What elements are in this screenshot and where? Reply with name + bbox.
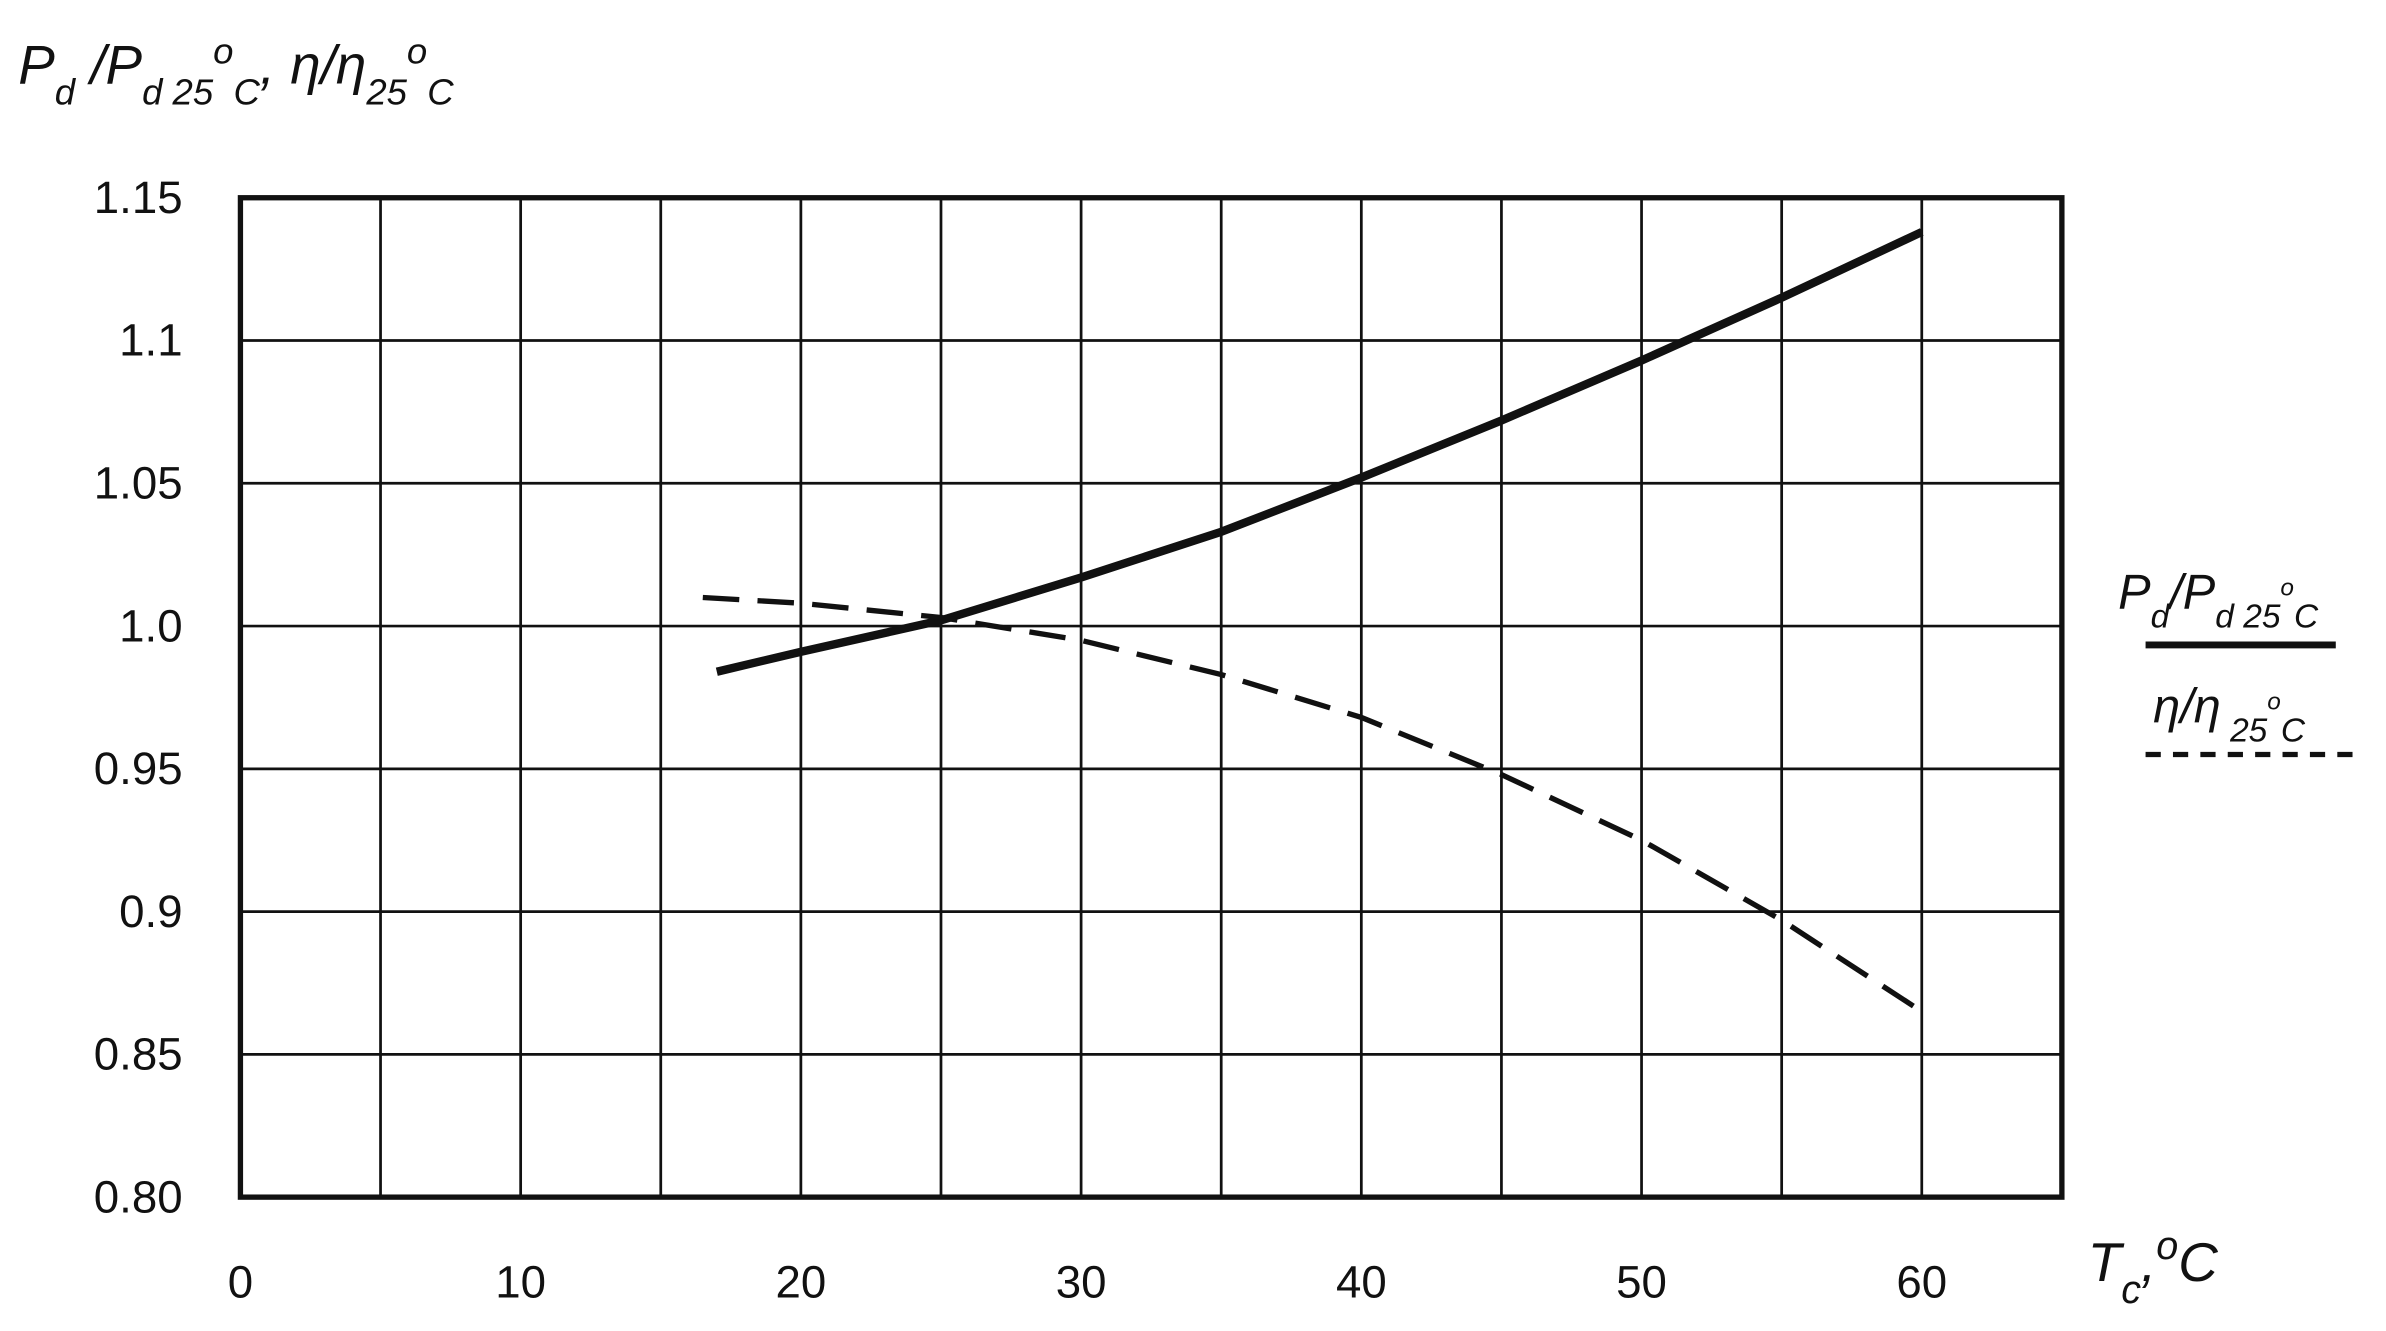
label-part: C [427, 71, 454, 112]
label-part: C [233, 71, 260, 112]
label-part: 25 [365, 71, 407, 112]
label-part: C [2281, 712, 2306, 749]
label-part: d 25 [2215, 598, 2281, 635]
label-part: P [18, 34, 55, 96]
label-part: d [2151, 598, 2171, 635]
label-part: o [213, 30, 233, 71]
label-part: d [55, 71, 77, 112]
label-part: d 25 [142, 71, 214, 112]
label-part: /η [2177, 680, 2221, 734]
y-tick-label: 0.80 [94, 1171, 183, 1222]
series-line [715, 228, 1924, 676]
legend-label: η/η 25oC [2153, 680, 2306, 749]
y-tick-label: 1.05 [94, 458, 183, 509]
label-part: o [2280, 574, 2294, 601]
label-part: /P [75, 34, 142, 96]
label-part: η [2153, 680, 2180, 734]
x-tick-label: 30 [1056, 1257, 1107, 1308]
x-tick-label: 0 [228, 1257, 253, 1308]
y-tick-label: 0.85 [94, 1029, 183, 1080]
y-tick-label: 0.95 [94, 743, 183, 794]
y-tick-label: 1.0 [119, 600, 182, 651]
label-part: , η/η [260, 34, 366, 96]
label-part: , [2141, 1231, 2156, 1293]
y-tick-label: 1.15 [94, 172, 183, 223]
x-tick-label: 20 [775, 1257, 826, 1308]
y-tick-label: 1.1 [119, 315, 182, 366]
label-part: 25 [2221, 712, 2268, 749]
label-part: o [2267, 688, 2281, 715]
plot-frame [237, 195, 2065, 1200]
label-part: c [2121, 1268, 2141, 1312]
x-tick-label: 40 [1336, 1257, 1387, 1308]
y-tick-label: 0.9 [119, 886, 182, 937]
x-axis-label: Tc,oC [2088, 1224, 2218, 1312]
label-part: C [2294, 598, 2319, 635]
x-tick-label: 10 [495, 1257, 546, 1308]
label-part: C [2178, 1231, 2218, 1293]
legend-label: Pd/Pd 25oC [2118, 565, 2319, 634]
series-line [702, 594, 1924, 1014]
label-part: o [2156, 1224, 2178, 1268]
label-part: /P [2166, 565, 2216, 619]
label-part: T [2088, 1231, 2125, 1293]
x-tick-label: 50 [1616, 1257, 1667, 1308]
label-part: P [2118, 565, 2151, 619]
label-part: o [407, 30, 427, 71]
x-tick-label: 60 [1896, 1257, 1947, 1308]
y-axis-label: Pd /Pd 25oC, η/η25oC [18, 30, 454, 112]
